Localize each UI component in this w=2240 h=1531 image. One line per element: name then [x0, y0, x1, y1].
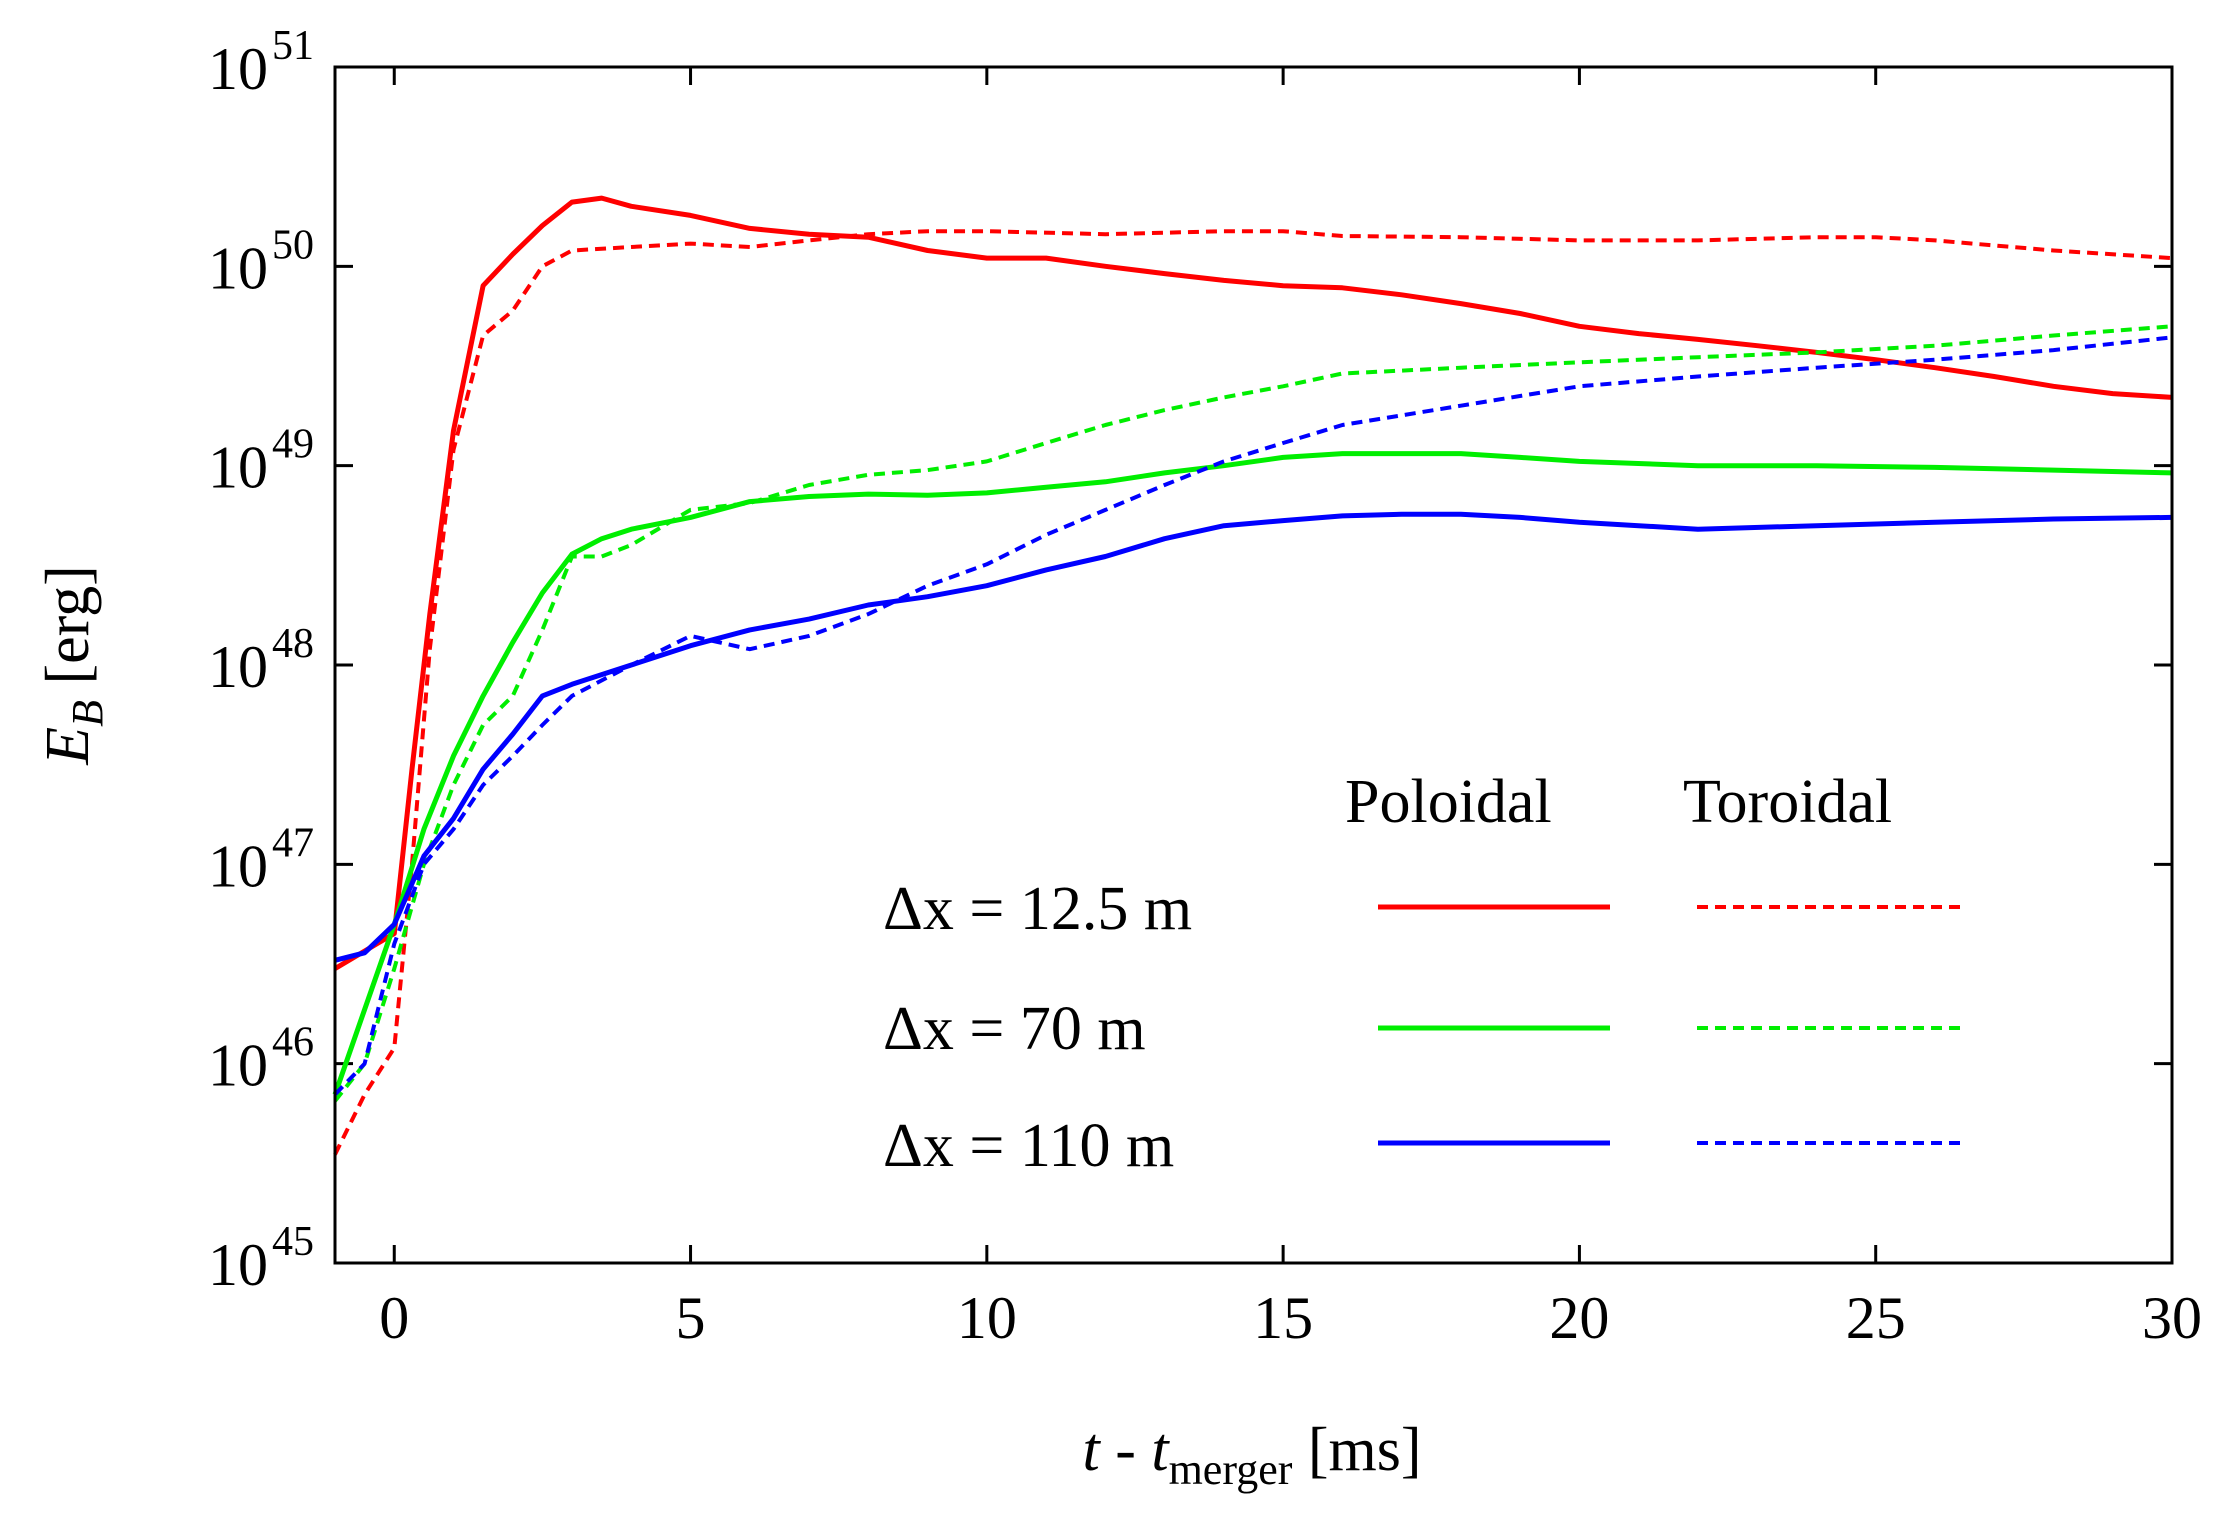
y-tick-label: 10	[208, 36, 268, 102]
series-70m-poloidal	[332, 451, 2173, 1096]
y-tick-label: 10	[208, 833, 268, 899]
y-tick-exponent: 46	[272, 1020, 314, 1066]
series-110m-toroidal	[333, 335, 2173, 1096]
y-tick-exponent: 51	[272, 23, 314, 69]
y-tick-exponent: 45	[272, 1219, 314, 1265]
x-tick-label: 10	[957, 1285, 1017, 1351]
y-tick-exponent: 47	[272, 820, 314, 866]
series-70m-toroidal	[333, 324, 2173, 1103]
legend-label-12-5m: Δx = 12.5 m	[883, 875, 1192, 943]
series-12-5m-poloidal	[333, 195, 2173, 971]
x-tick-label: 20	[1549, 1285, 1609, 1351]
legend-label-70m: Δx = 70 m	[883, 995, 1146, 1063]
y-tick-label: 10	[208, 435, 268, 501]
y-tick-label: 10	[208, 235, 268, 301]
series-layer	[332, 195, 2173, 1156]
legend-header-poloidal: Poloidal	[1345, 768, 1552, 836]
legend-header-toroidal: Toroidal	[1683, 768, 1892, 836]
y-axis-title: EB [erg]	[34, 565, 112, 766]
y-tick-label: 10	[208, 1232, 268, 1298]
y-tick-exponent: 48	[272, 621, 314, 667]
plot-frame	[333, 65, 2174, 1265]
x-tick-label: 0	[379, 1285, 409, 1351]
x-tick-label: 5	[676, 1285, 706, 1351]
x-tick-label: 15	[1253, 1285, 1313, 1351]
legend: Poloidal Toroidal Δx = 12.5 m Δx = 70 m …	[883, 768, 1962, 1180]
legend-label-110m: Δx = 110 m	[883, 1112, 1174, 1180]
series-12-5m-toroidal	[333, 229, 2173, 1156]
x-tick-label: 25	[1846, 1285, 1906, 1351]
x-tick-label: 30	[2142, 1285, 2202, 1351]
y-tick-exponent: 49	[272, 422, 314, 468]
y-tick-label: 10	[208, 634, 268, 700]
series-110m-poloidal	[334, 511, 2173, 963]
y-tick-exponent: 50	[272, 222, 314, 268]
x-axis-title: t - tmerger [ms]	[1082, 1416, 1421, 1494]
y-tick-label: 10	[208, 1033, 268, 1099]
